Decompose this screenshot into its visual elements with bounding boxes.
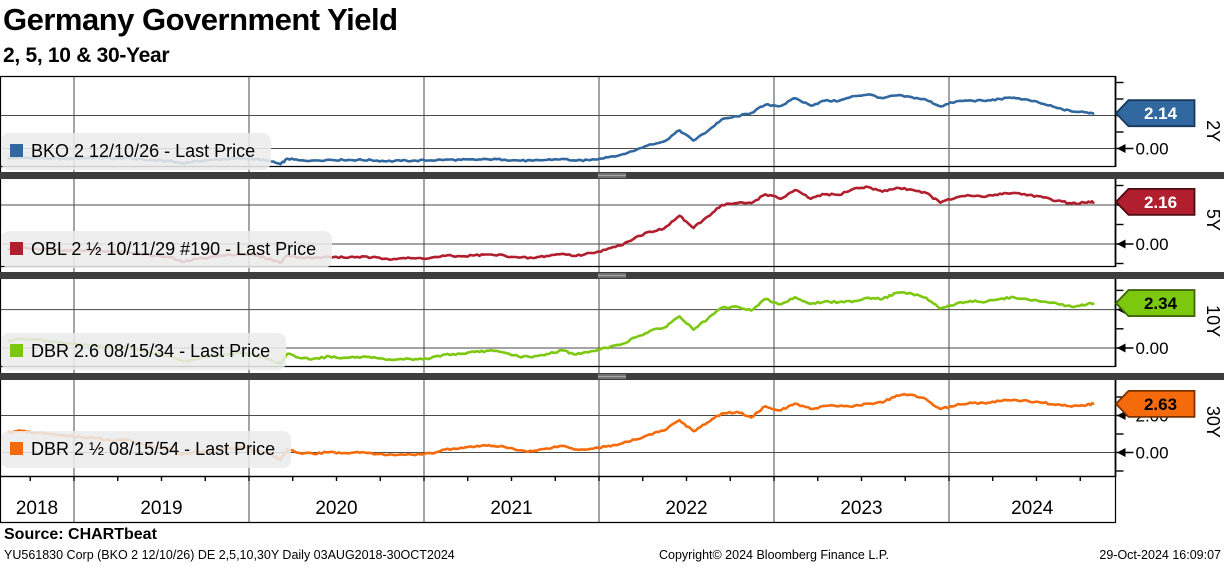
legend-label-10y: DBR 2.6 08/15/34 - Last Price xyxy=(31,341,271,361)
legend-label-5y: OBL 2 ½ 10/11/29 #190 - Last Price xyxy=(31,239,317,259)
legend-swatch-30y-icon xyxy=(10,442,23,455)
security-info: YU561830 Corp (BKO 2 12/10/26) DE 2,5,10… xyxy=(4,548,455,562)
legend-2y[interactable]: BKO 2 12/10/26 - Last Price xyxy=(1,133,272,170)
tenor-label-2y: 2Y xyxy=(1203,120,1223,142)
copyright-notice: Copyright© 2024 Bloomberg Finance L.P. xyxy=(659,548,889,562)
legend-swatch-5y-icon xyxy=(10,242,23,255)
legend-label-30y: DBR 2 ½ 08/15/54 - Last Price xyxy=(31,439,276,459)
chart-subtitle: 2, 5, 10 & 30-Year xyxy=(3,44,170,67)
legend-10y[interactable]: DBR 2.6 08/15/34 - Last Price xyxy=(1,333,287,370)
chart-title: Germany Government Yield xyxy=(3,2,398,37)
axis-tick-label: 0.00 xyxy=(1136,444,1169,463)
source-line: Source: CHARTbeat xyxy=(4,526,157,543)
tenor-label-10y: 10Y xyxy=(1203,305,1223,337)
year-label-2023: 2023 xyxy=(840,498,882,519)
panel-divider[interactable] xyxy=(0,373,1224,380)
tick-arrow-icon xyxy=(1117,239,1126,249)
year-label-2020: 2020 xyxy=(315,498,357,519)
year-label-2021: 2021 xyxy=(490,498,532,519)
tick-arrow-icon xyxy=(1117,343,1126,353)
axis-tick-label: 0.00 xyxy=(1136,339,1169,358)
year-label-2024: 2024 xyxy=(1011,498,1054,519)
legend-label-2y: BKO 2 12/10/26 - Last Price xyxy=(31,141,256,161)
timestamp: 29-Oct-2024 16:09:07 xyxy=(1099,548,1221,562)
tick-arrow-icon xyxy=(1117,411,1126,420)
tick-arrow-icon xyxy=(1117,144,1126,153)
last-price-tag xyxy=(1114,289,1196,317)
legend-30y[interactable]: DBR 2 ½ 08/15/54 - Last Price xyxy=(1,431,292,468)
tenor-label-5y: 5Y xyxy=(1203,209,1223,231)
legend-5y[interactable]: OBL 2 ½ 10/11/29 #190 - Last Price xyxy=(1,231,333,268)
year-label-2022: 2022 xyxy=(665,498,707,519)
last-price-value: 2.16 xyxy=(1144,193,1177,212)
legend-swatch-10y-icon xyxy=(10,344,23,357)
last-price-tag xyxy=(1114,99,1196,128)
year-label-2018: 2018 xyxy=(16,498,58,519)
panel-divider[interactable] xyxy=(0,272,1224,279)
last-price-tag xyxy=(1114,389,1196,418)
legend-swatch-2y-icon xyxy=(10,144,23,157)
last-price-value: 2.14 xyxy=(1144,104,1178,123)
axis-tick-label: 0.00 xyxy=(1136,140,1169,159)
last-price-value: 2.34 xyxy=(1144,294,1178,313)
tenor-label-30y: 30Y xyxy=(1203,406,1223,438)
tick-arrow-icon xyxy=(1117,448,1126,457)
last-price-value: 2.63 xyxy=(1144,395,1177,414)
panel-divider[interactable] xyxy=(0,172,1224,179)
year-label-2019: 2019 xyxy=(140,498,182,519)
last-price-tag xyxy=(1114,187,1196,216)
axis-tick-label: 0.00 xyxy=(1136,235,1169,254)
